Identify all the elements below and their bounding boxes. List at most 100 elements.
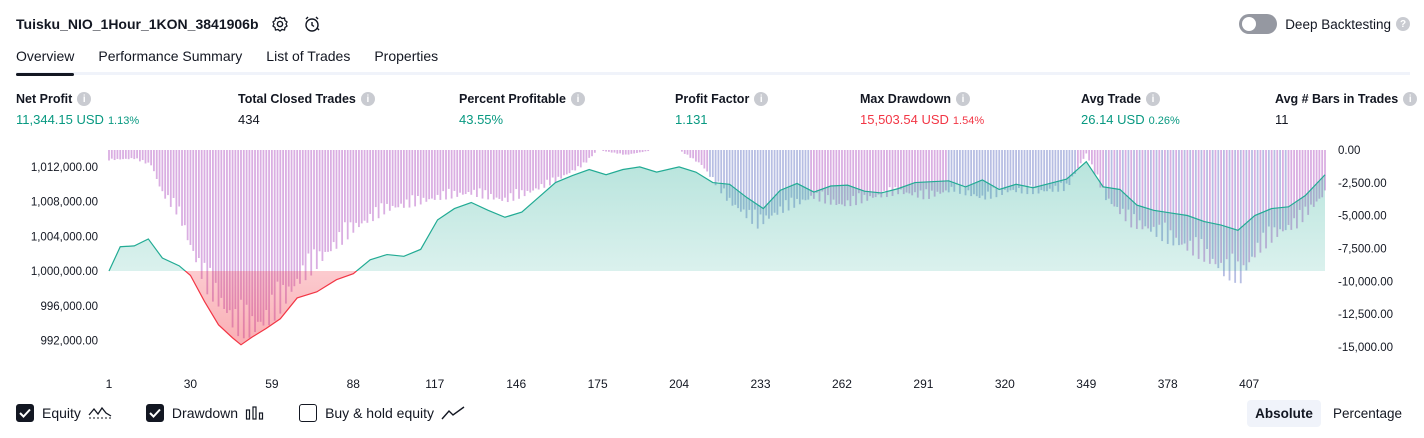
drawdown-bar bbox=[1001, 150, 1003, 195]
drawdown-bar bbox=[619, 150, 622, 154]
drawdown-bar bbox=[301, 150, 304, 266]
legend-label: Drawdown bbox=[171, 405, 239, 421]
drawdown-bar bbox=[464, 150, 467, 195]
drawdown-bar bbox=[453, 150, 456, 191]
drawdown-bar bbox=[450, 150, 453, 199]
drawdown-bar bbox=[1262, 150, 1265, 233]
drawdown-bar bbox=[574, 150, 577, 171]
drawdown-bar bbox=[1037, 150, 1040, 194]
right-tick-label: 0.00 bbox=[1338, 145, 1360, 157]
drawdown-bar bbox=[1121, 150, 1124, 209]
x-tick-label: 146 bbox=[506, 377, 526, 390]
drawdown-bar bbox=[358, 150, 360, 228]
drawdown-bar bbox=[1200, 150, 1203, 239]
drawdown-bar bbox=[748, 150, 751, 210]
x-tick-label: 175 bbox=[588, 377, 608, 390]
drawdown-bar bbox=[386, 150, 388, 204]
drawdown-bar bbox=[739, 150, 742, 212]
drawdown-bar bbox=[534, 150, 537, 189]
drawdown-bar bbox=[355, 150, 358, 223]
equity-line-negative bbox=[109, 271, 358, 346]
drawdown-bar bbox=[1138, 150, 1141, 221]
info-icon[interactable]: i bbox=[1403, 92, 1418, 106]
tab-list-of-trades[interactable]: List of Trades bbox=[266, 48, 351, 64]
drawdown-bar bbox=[276, 150, 279, 282]
deep-backtesting-toggle[interactable] bbox=[1239, 14, 1278, 34]
drawdown-bar bbox=[1164, 150, 1166, 223]
drawdown-bar bbox=[318, 150, 321, 252]
drawdown-bar bbox=[366, 150, 369, 223]
equity-checkbox[interactable] bbox=[16, 404, 34, 422]
drawdown-bar bbox=[857, 150, 860, 194]
drawdown-bar bbox=[897, 150, 900, 195]
drawdown-bar bbox=[504, 150, 506, 198]
drawdown-bar bbox=[1127, 150, 1130, 210]
absolute-button[interactable]: Absolute bbox=[1247, 400, 1321, 427]
drawdown-bar bbox=[400, 150, 402, 204]
legend-buy-hold[interactable]: Buy & hold equity bbox=[299, 404, 465, 422]
drawdown-bar bbox=[1119, 150, 1121, 215]
drawdown-bar bbox=[568, 150, 571, 174]
info-icon[interactable]: i bbox=[1145, 92, 1160, 106]
legend-equity[interactable]: Equity bbox=[16, 404, 112, 422]
percentage-button[interactable]: Percentage bbox=[1332, 406, 1402, 421]
x-tick-label: 407 bbox=[1239, 377, 1259, 390]
drawdown-bar bbox=[928, 150, 930, 199]
drawdown-checkbox[interactable] bbox=[145, 404, 164, 422]
info-icon[interactable]: i bbox=[754, 92, 769, 106]
drawdown-bar bbox=[607, 150, 610, 152]
drawdown-bar bbox=[1113, 150, 1116, 207]
help-icon[interactable]: ? bbox=[1396, 17, 1410, 31]
metrics-row: Net Profit i 11,344.15 USD 1.13% Total Clo… bbox=[0, 92, 1424, 132]
chart-legend: Equity Drawdown Buy & hold equity bbox=[16, 402, 499, 424]
drawdown-bar bbox=[869, 150, 871, 197]
drawdown-bar bbox=[852, 150, 855, 196]
equity-drawdown-chart[interactable]: 1,012,000.00 1,008,000.00 1,004,000.00 1,00… bbox=[0, 140, 1424, 390]
drawdown-bar bbox=[1088, 150, 1090, 161]
settings-gear-icon[interactable] bbox=[269, 13, 291, 35]
drawdown-bar bbox=[515, 150, 518, 190]
drawdown-bar bbox=[1203, 150, 1206, 262]
metric-value: 11,344.15 USD bbox=[16, 112, 104, 127]
info-icon[interactable]: i bbox=[77, 92, 92, 106]
drawdown-bar bbox=[762, 150, 765, 225]
drawdown-bar bbox=[380, 150, 383, 204]
drawdown-bar bbox=[711, 150, 714, 178]
info-icon[interactable]: i bbox=[360, 92, 375, 106]
tab-performance-summary[interactable]: Performance Summary bbox=[98, 48, 243, 64]
drawdown-bar bbox=[942, 150, 944, 193]
legend-drawdown[interactable]: Drawdown bbox=[145, 404, 265, 422]
tab-overview[interactable]: Overview bbox=[16, 44, 75, 76]
legend-label: Buy & hold equity bbox=[325, 405, 435, 421]
tab-properties[interactable]: Properties bbox=[374, 48, 439, 64]
drawdown-bar bbox=[1239, 150, 1242, 284]
drawdown-bar bbox=[304, 150, 307, 281]
drawdown-bar bbox=[770, 150, 773, 216]
info-icon[interactable]: i bbox=[956, 92, 970, 106]
alert-clock-icon[interactable] bbox=[301, 13, 323, 35]
drawdown-bar bbox=[192, 150, 195, 251]
drawdown-bar bbox=[1296, 150, 1298, 229]
drawdown-bar bbox=[1051, 150, 1054, 192]
drawdown-bar bbox=[492, 150, 495, 200]
metric-total-closed-trades: Total Closed Trades i 434 bbox=[238, 92, 375, 127]
drawdown-bar bbox=[1206, 150, 1208, 249]
drawdown-bar bbox=[546, 150, 548, 180]
drawdown-bar bbox=[723, 150, 725, 189]
drawdown-bar bbox=[473, 150, 475, 190]
info-icon[interactable]: i bbox=[570, 92, 585, 106]
toggle-knob bbox=[1242, 17, 1257, 31]
drawdown-bar bbox=[1231, 150, 1234, 254]
deep-backtesting-label: Deep Backtesting bbox=[1285, 16, 1391, 32]
drawdown-bar bbox=[1085, 150, 1088, 154]
metric-label: Avg # Bars in Trades bbox=[1275, 92, 1399, 106]
drawdown-bar bbox=[495, 150, 498, 198]
drawdown-bar bbox=[1006, 150, 1009, 193]
drawdown-bar bbox=[787, 150, 790, 211]
drawdown-bar bbox=[169, 150, 172, 207]
drawdown-bar bbox=[1293, 150, 1296, 219]
drawdown-bar bbox=[725, 150, 728, 201]
metric-label: Profit Factor bbox=[675, 92, 750, 106]
left-tick-label: 1,012,000.00 bbox=[31, 162, 98, 174]
buy-hold-checkbox[interactable] bbox=[299, 404, 318, 422]
